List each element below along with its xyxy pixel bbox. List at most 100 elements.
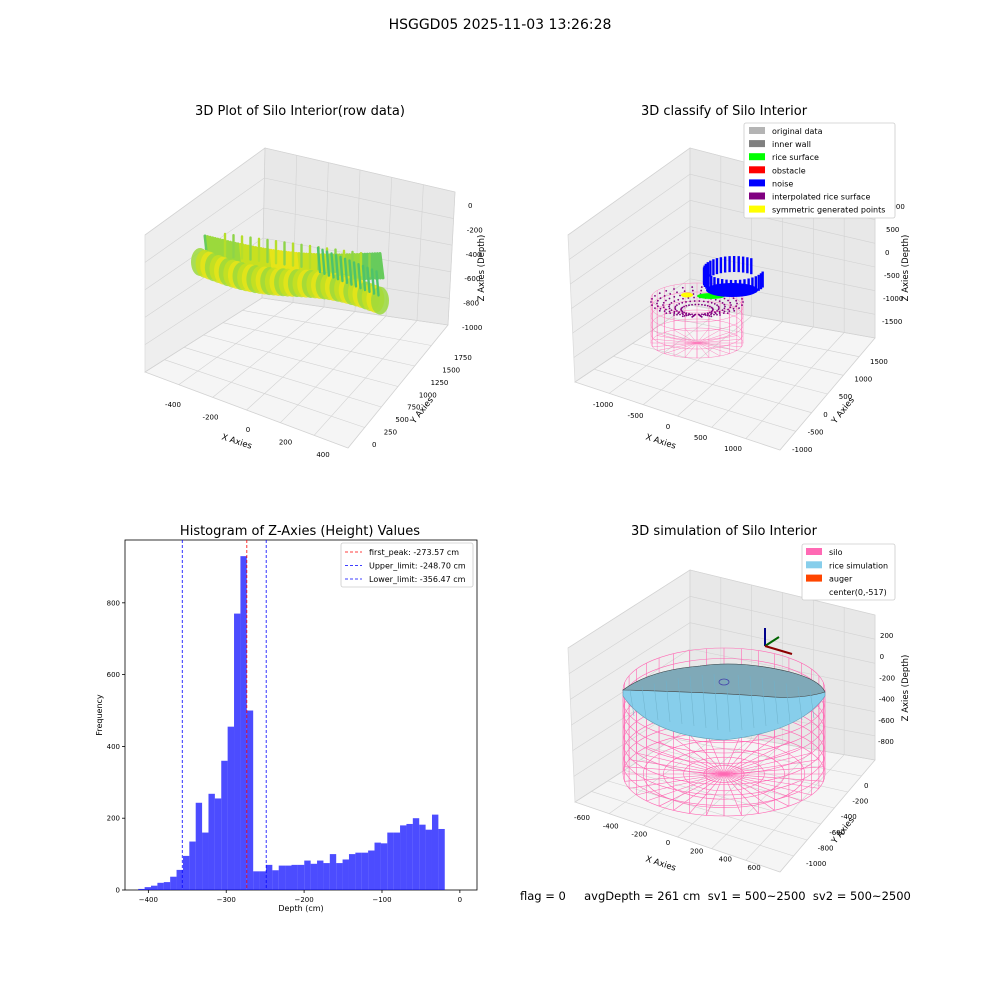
interpolated-surface-point <box>679 313 681 316</box>
classify-legend-swatch <box>749 153 765 161</box>
interpolated-surface-point <box>681 306 684 309</box>
cls-x-tick-label: 0 <box>666 423 670 431</box>
simulation-3d-plot: -600 -400 -200 0 200 400 600 -1000 -800 -600 -400… <box>567 543 911 874</box>
interpolated-surface-point <box>676 304 678 307</box>
raw-y-tick-label: 250 <box>384 429 397 437</box>
raw-y-tick-label: 500 <box>395 416 408 424</box>
classify-legend-label: interpolated rice surface <box>772 193 870 202</box>
cls-back-gridline <box>689 226 876 268</box>
sim-silo-bottom-spoke <box>723 773 775 811</box>
interpolated-surface-point <box>673 314 675 316</box>
histogram-bars <box>138 556 445 890</box>
raw-x-tick-label: -200 <box>203 414 219 422</box>
interpolated-surface-point <box>688 304 690 307</box>
histogram-bar <box>387 832 394 890</box>
simulation-legend-frame <box>801 543 896 601</box>
interpolated-surface-point <box>668 305 670 308</box>
interpolated-surface-point <box>723 307 726 310</box>
silo-bottom-spoke <box>696 342 737 351</box>
simulation-legend-swatch <box>806 548 822 555</box>
sim-silo-bottom-spoke <box>689 734 725 775</box>
raw-floor-gridline <box>212 306 325 398</box>
cls-left-gridline <box>567 147 691 236</box>
cls-left-gridline <box>568 173 691 260</box>
silo-wireframe <box>650 282 744 359</box>
rice-mesh-line <box>749 676 755 729</box>
histogram-bar <box>176 869 183 890</box>
histogram-bar <box>285 865 292 890</box>
raw-floor-gridline <box>347 324 449 449</box>
histogram-bar <box>208 793 215 890</box>
histogram-bar <box>419 824 426 890</box>
rice-mesh-line <box>701 674 707 729</box>
interpolated-surface-point <box>676 313 678 316</box>
sim-silo-bottom-spoke <box>689 773 725 814</box>
interpolated-surface-point <box>659 307 662 310</box>
histogram-bar <box>400 825 407 890</box>
sim-silo-bottom-spoke <box>658 741 725 775</box>
raw-wall-point <box>366 266 371 293</box>
cls-left-gridline <box>573 278 691 358</box>
histogram-bar <box>297 864 305 890</box>
interpolated-surface-point <box>713 313 715 316</box>
cls-floor-gridline <box>745 332 845 439</box>
interpolated-surface-point <box>702 300 705 303</box>
sim-x-tick-label: -400 <box>603 822 619 830</box>
sim-silo-bottom-spoke <box>636 773 725 796</box>
sim-silo-bottom-spoke <box>629 759 725 775</box>
interpolated-surface-point <box>706 312 709 315</box>
raw-x-tick-label: 400 <box>316 451 329 459</box>
interpolated-surface-point <box>668 307 671 310</box>
silo-bottom-spoke <box>657 342 698 351</box>
sim-silo-bottom-spoke <box>723 773 790 807</box>
histogram-bar <box>157 882 164 890</box>
interpolated-surface-point <box>665 312 668 315</box>
raw-z-tick-label: -400 <box>466 251 482 259</box>
interpolated-surface-point <box>716 313 718 316</box>
cls-back-gridline <box>689 200 876 244</box>
simulation-grid <box>567 569 876 873</box>
classify-legend-label: rice surface <box>772 153 819 162</box>
interpolated-surface-point <box>654 294 656 297</box>
cls-floor-gridline <box>643 315 752 405</box>
cls-x-tick-label: -500 <box>628 412 644 420</box>
interpolated-surface-point <box>688 312 690 315</box>
interpolated-surface-point <box>669 312 672 315</box>
histogram-bar <box>259 871 266 890</box>
histogram-bar <box>253 871 260 890</box>
histogram-bar <box>431 814 439 890</box>
rice-mesh-line <box>737 674 743 731</box>
interpolated-surface-point <box>741 304 743 307</box>
sim-silo-bottom-spoke <box>723 773 819 789</box>
interpolated-surface-point <box>704 304 706 307</box>
simulation-legend: silo rice simulation auger center(0,-517) <box>801 543 896 601</box>
interpolated-surface-point <box>710 315 713 318</box>
interpolated-surface-point <box>673 310 676 313</box>
silo-bottom-spoke <box>696 332 730 344</box>
interpolated-surface-point <box>717 308 720 311</box>
interpolated-surface-point <box>718 300 721 303</box>
histogram-bar <box>265 864 273 890</box>
classify-legend: original data inner wall rice surface obsta… <box>743 122 896 219</box>
histogram-legend: first_peak: -273.57 cm Upper_limit: -248.… <box>340 542 474 588</box>
histogram-bar <box>438 828 445 890</box>
sim-y-tick-label: 0 <box>864 782 868 790</box>
cls-y-tick-label: -500 <box>808 428 824 436</box>
raw-scan-line <box>345 253 352 282</box>
sim-silo-bottom-spoke <box>624 773 725 782</box>
histogram-bar <box>336 863 343 890</box>
cls-y-tick-label: -1000 <box>792 446 812 454</box>
histogram-bar <box>272 870 279 890</box>
silo-bottom-spoke <box>652 342 698 348</box>
classify-legend-swatch <box>749 166 765 174</box>
sim-silo-bottom-ring <box>642 740 806 808</box>
histogram-bar <box>361 852 369 890</box>
raw-left-gridline <box>144 207 264 291</box>
histogram-bar <box>329 854 337 890</box>
interpolated-surface-point <box>693 300 696 302</box>
histogram-x-tick-label: −400 <box>139 896 158 904</box>
cls-y-tick-label: 500 <box>839 393 852 401</box>
histogram-y-tick-label: 200 <box>107 815 120 823</box>
interpolated-surface-point <box>676 309 678 312</box>
